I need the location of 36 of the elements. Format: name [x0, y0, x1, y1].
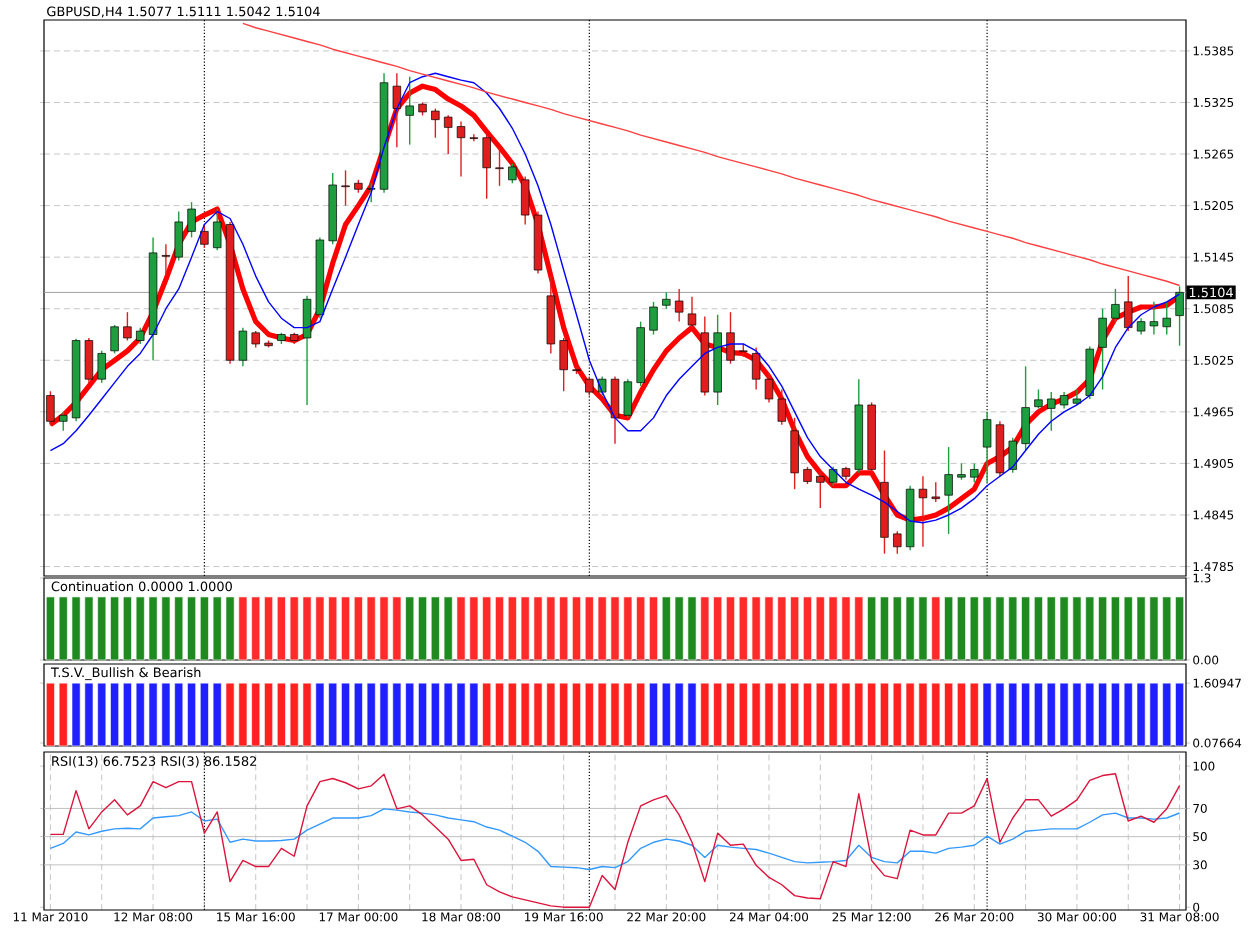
candlestick: [1098, 308, 1107, 391]
candlestick: [405, 76, 414, 146]
candlestick: [520, 175, 530, 226]
candlestick: [174, 210, 183, 262]
candlestick: [687, 296, 697, 329]
candlestick: [1085, 345, 1094, 400]
candlestick: [213, 208, 222, 251]
candlestick: [1047, 391, 1056, 432]
candlestick: [1034, 388, 1043, 410]
candlestick: [508, 162, 517, 184]
candlestick: [944, 446, 953, 535]
candlestick: [431, 107, 440, 139]
candlestick: [559, 337, 568, 392]
candlestick: [649, 301, 658, 336]
candlestick: [59, 411, 68, 432]
candlestick: [110, 324, 119, 355]
candlestick: [482, 133, 491, 200]
candlestick: [674, 288, 684, 323]
candlestick: [443, 114, 453, 155]
candlestick: [1124, 275, 1133, 332]
candlestick: [1111, 288, 1120, 323]
candlestick: [931, 481, 940, 503]
candlestick: [970, 462, 979, 484]
candlestick: [1162, 301, 1171, 336]
candlestick: [341, 169, 350, 207]
candlestick: [187, 201, 196, 239]
candlestick: [777, 388, 787, 426]
candlestick: [1008, 436, 1017, 474]
candlestick: [97, 350, 106, 384]
candlestick: [816, 468, 825, 509]
candlestick: [726, 311, 735, 365]
candlestick: [1021, 365, 1030, 452]
candlestick: [893, 530, 902, 555]
candlestick: [790, 417, 799, 490]
candlestick: [123, 311, 132, 342]
candlestick: [495, 146, 504, 187]
